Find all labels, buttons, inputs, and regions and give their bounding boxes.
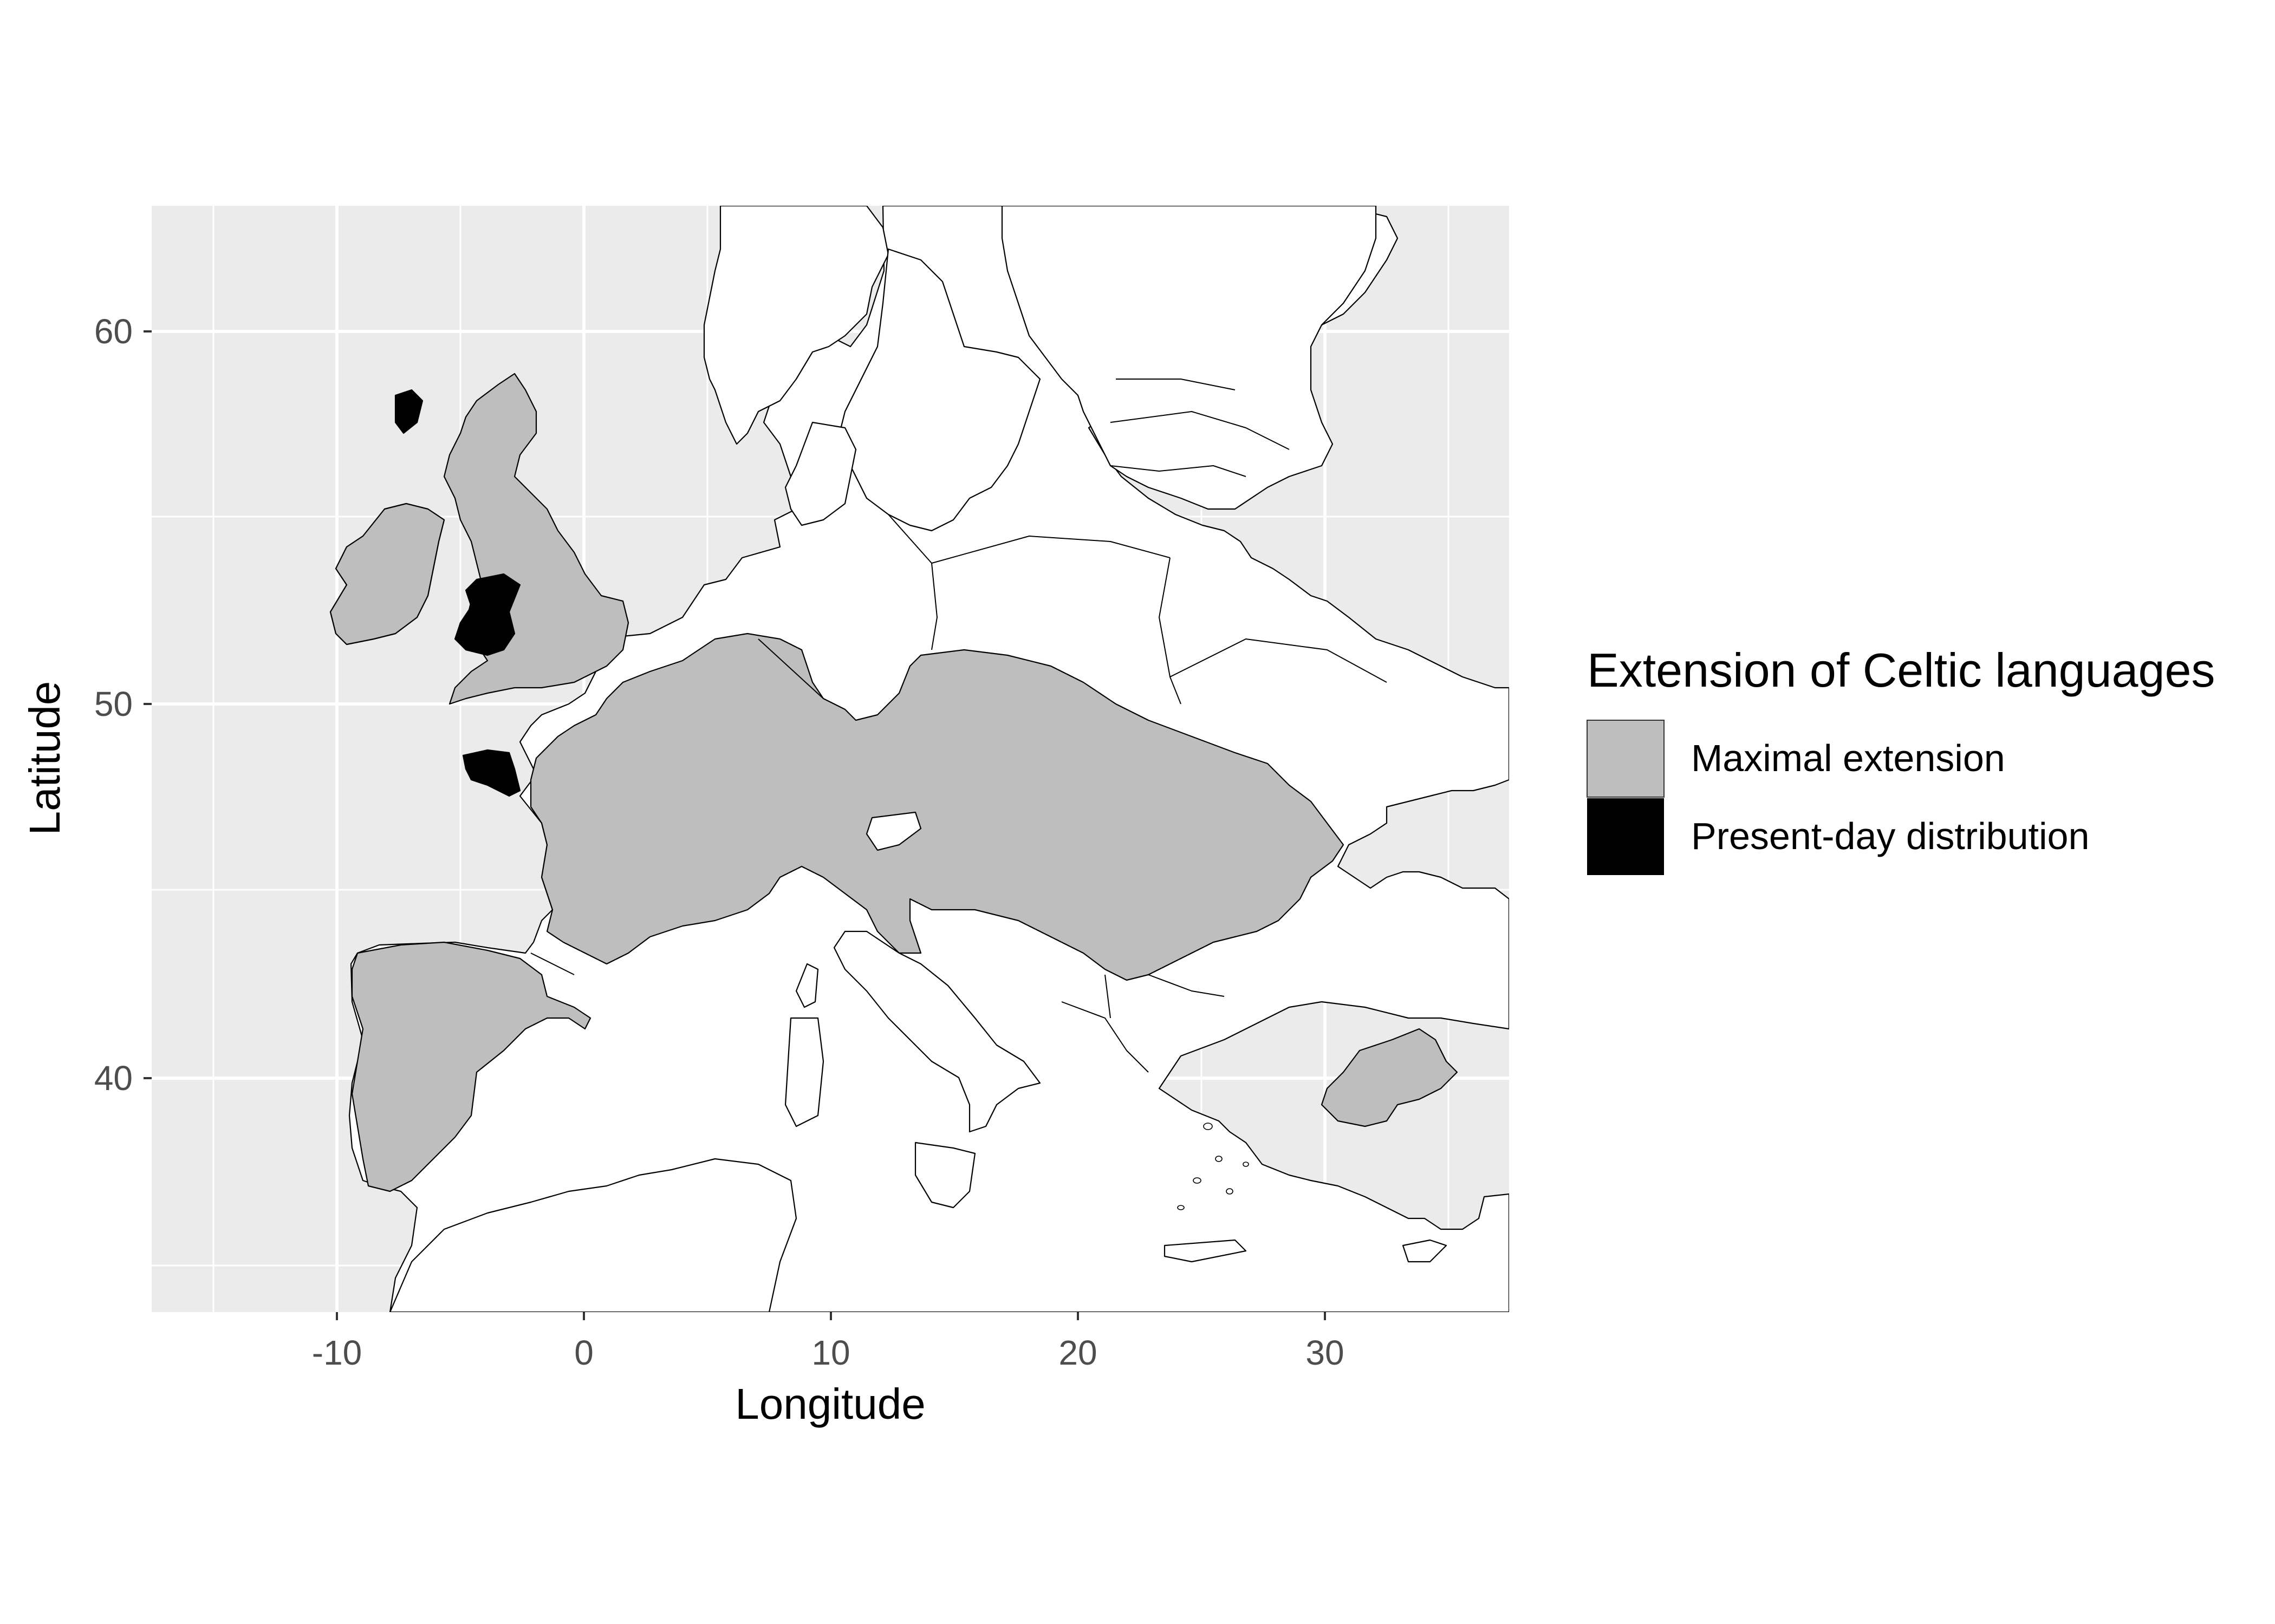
scandinavia bbox=[703, 206, 889, 445]
present-brittany bbox=[462, 749, 521, 797]
southern-sweden bbox=[838, 248, 1041, 532]
legend-title: Extension of Celtic languages bbox=[1587, 643, 2215, 697]
sweden-finland bbox=[1001, 206, 1377, 510]
north-africa bbox=[389, 1158, 797, 1312]
x-tick-label: 10 bbox=[811, 1333, 850, 1372]
legend-label-present: Present-day distribution bbox=[1691, 815, 2089, 857]
ireland-outline bbox=[329, 503, 445, 645]
maximal-extension-iberia bbox=[351, 941, 592, 1192]
y-axis-ticks bbox=[144, 330, 152, 1079]
denmark bbox=[784, 421, 857, 526]
legend-key-present bbox=[1587, 798, 1664, 875]
aegean-islands bbox=[1177, 1123, 1249, 1210]
x-tick-label: -10 bbox=[312, 1333, 362, 1372]
crete bbox=[1164, 1239, 1247, 1263]
sardinia bbox=[784, 1017, 824, 1127]
legend: Extension of Celtic languages Maximal ex… bbox=[1587, 643, 2215, 875]
corsica bbox=[795, 963, 819, 1008]
x-axis-ticks bbox=[336, 1312, 1326, 1320]
cyprus bbox=[1402, 1239, 1447, 1263]
x-tick-label: 20 bbox=[1058, 1333, 1097, 1372]
present-wales bbox=[454, 573, 521, 656]
y-tick-label: 50 bbox=[94, 684, 133, 723]
x-tick-label: 0 bbox=[574, 1333, 594, 1372]
legend-label-maximal: Maximal extension bbox=[1691, 737, 2005, 779]
maximal-extension-galatia bbox=[1321, 1028, 1458, 1127]
legend-key-maximal bbox=[1587, 720, 1665, 798]
x-tick-label: 30 bbox=[1305, 1333, 1344, 1372]
sicily bbox=[914, 1142, 976, 1209]
x-axis-title: Longitude bbox=[735, 1380, 925, 1428]
y-tick-label: 60 bbox=[94, 312, 133, 351]
y-tick-label: 40 bbox=[94, 1059, 133, 1098]
alpine-gap bbox=[866, 811, 922, 851]
present-hebrides bbox=[394, 389, 424, 434]
italy-peninsula bbox=[833, 930, 1041, 1133]
y-axis-title: Latitude bbox=[21, 681, 69, 836]
maximal-extension-central bbox=[530, 632, 1344, 981]
country-borders bbox=[530, 379, 1387, 1073]
